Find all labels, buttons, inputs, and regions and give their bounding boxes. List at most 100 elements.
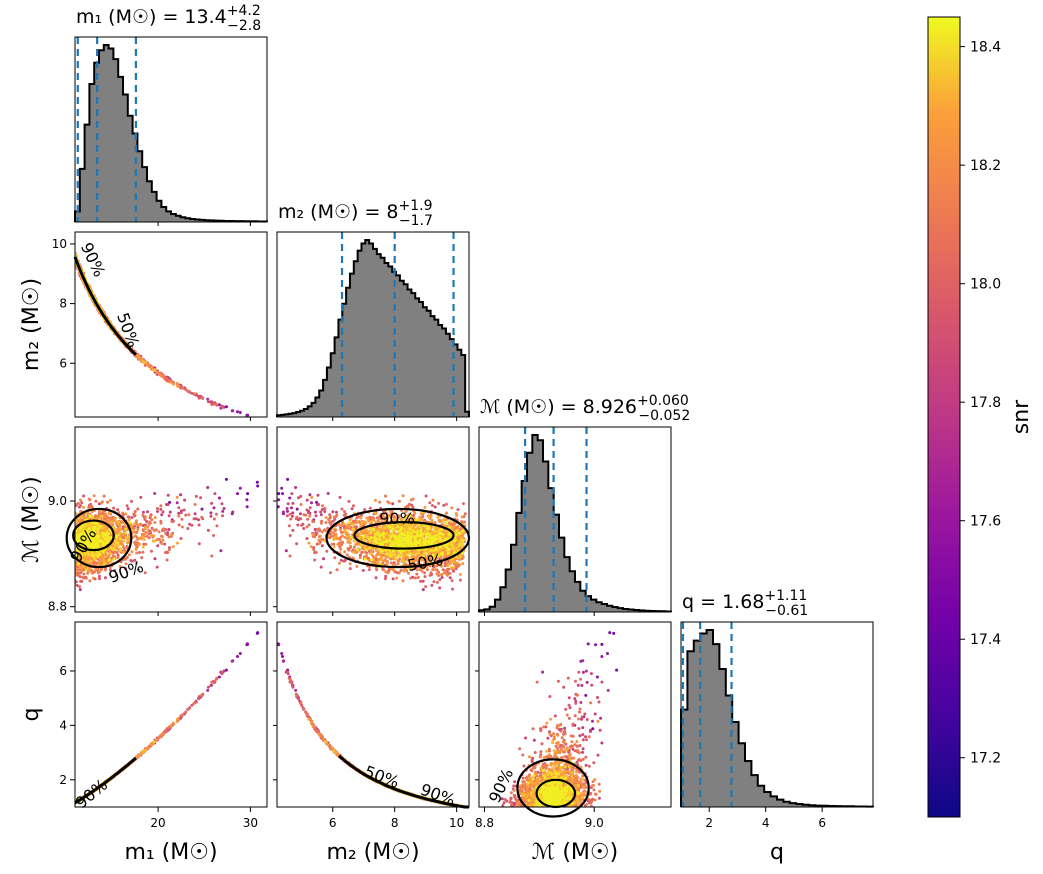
scatter-point xyxy=(86,511,90,515)
scatter-point xyxy=(180,517,184,521)
scatter-point xyxy=(78,585,81,589)
scatter-point xyxy=(193,512,197,516)
scatter-point xyxy=(187,389,191,393)
scatter-point xyxy=(106,500,109,504)
scatter-point xyxy=(88,514,92,518)
scatter-point xyxy=(133,534,137,538)
scatter-point xyxy=(192,517,196,521)
scatter-point xyxy=(134,543,137,546)
scatter-point xyxy=(77,529,80,533)
scatter-point xyxy=(210,501,214,505)
scatter-point xyxy=(150,518,154,522)
scatter-point xyxy=(153,521,157,524)
scatter-point xyxy=(88,531,92,534)
scatter-point xyxy=(141,550,145,554)
scatter-point xyxy=(112,506,116,510)
scatter-point xyxy=(72,250,75,253)
scatter-point xyxy=(115,546,119,550)
scatter-point xyxy=(83,552,87,556)
scatter-point xyxy=(212,679,216,683)
scatter-point xyxy=(117,532,121,536)
scatter-point xyxy=(124,567,127,571)
scatter-point xyxy=(238,652,242,655)
scatter-point xyxy=(210,683,214,687)
scatter-point xyxy=(214,677,218,681)
scatter-point xyxy=(176,541,179,545)
scatter-point xyxy=(90,533,94,537)
scatter-point xyxy=(72,250,75,253)
scatter-point xyxy=(236,655,239,658)
scatter-point xyxy=(166,551,170,555)
scatter-point xyxy=(72,249,75,252)
scatter-point xyxy=(152,539,156,543)
scatter-point xyxy=(163,551,167,554)
scatter-point xyxy=(212,534,215,537)
scatter-point xyxy=(103,538,107,541)
scatter-point xyxy=(141,510,145,514)
scatter-point xyxy=(78,551,82,555)
scatter-point xyxy=(177,511,181,515)
scatter-point xyxy=(98,570,102,574)
scatter-point xyxy=(75,519,78,523)
scatter-point xyxy=(130,516,134,520)
scatter-point xyxy=(256,484,260,488)
scatter-point xyxy=(72,251,75,254)
scatter-point xyxy=(72,803,75,806)
scatter-point xyxy=(187,513,191,517)
scatter-point xyxy=(194,494,198,498)
scatter-point xyxy=(209,511,213,515)
scatter-point xyxy=(105,517,109,520)
scatter-point xyxy=(186,527,190,530)
scatter-point xyxy=(150,549,153,553)
scatter-point xyxy=(116,508,120,512)
scatter-point xyxy=(113,544,117,548)
scatter-point xyxy=(134,561,138,565)
scatter-point xyxy=(85,555,89,558)
scatter-point xyxy=(206,688,210,692)
scatter-point xyxy=(72,250,75,253)
scatter-point xyxy=(100,514,104,518)
scatter-point xyxy=(170,520,174,524)
scatter-point xyxy=(92,542,96,546)
scatter-point xyxy=(76,501,80,505)
scatter-point xyxy=(148,520,152,524)
scatter-point xyxy=(86,523,90,527)
scatter-point xyxy=(142,542,146,546)
scatter-point xyxy=(84,576,88,580)
scatter-point xyxy=(153,492,157,495)
scatter-point xyxy=(72,252,75,255)
scatter-point xyxy=(150,526,154,530)
scatter-point xyxy=(152,534,156,538)
scatter-point xyxy=(156,544,160,548)
scatter-point xyxy=(136,507,140,511)
scatter-point xyxy=(103,515,107,518)
scatter-point xyxy=(87,553,91,557)
scatter-point xyxy=(83,515,87,519)
scatter-point xyxy=(116,544,120,547)
scatter-point xyxy=(152,529,156,533)
scatter-point xyxy=(212,517,216,521)
scatter-point xyxy=(80,501,84,505)
scatter-point xyxy=(72,251,75,254)
scatter-point xyxy=(197,542,201,546)
scatter-point xyxy=(197,518,200,522)
scatter-point xyxy=(131,529,135,533)
scatter-point xyxy=(161,510,165,514)
scatter-point xyxy=(103,576,107,580)
scatter-point xyxy=(72,253,75,256)
scatter-point xyxy=(122,536,126,540)
scatter-point xyxy=(136,568,140,572)
scatter-point xyxy=(125,556,129,560)
scatter-point xyxy=(79,515,83,519)
scatter-point xyxy=(107,558,111,562)
scatter-point xyxy=(101,555,105,559)
scatter-point xyxy=(206,685,210,689)
scatter-point xyxy=(93,536,97,540)
scatter-point xyxy=(127,553,131,557)
scatter-point xyxy=(221,514,224,518)
scatter-point xyxy=(72,253,75,256)
scatter-point xyxy=(107,560,111,564)
scatter-point xyxy=(206,400,210,404)
scatter-point xyxy=(75,548,79,552)
scatter-point xyxy=(88,541,91,545)
